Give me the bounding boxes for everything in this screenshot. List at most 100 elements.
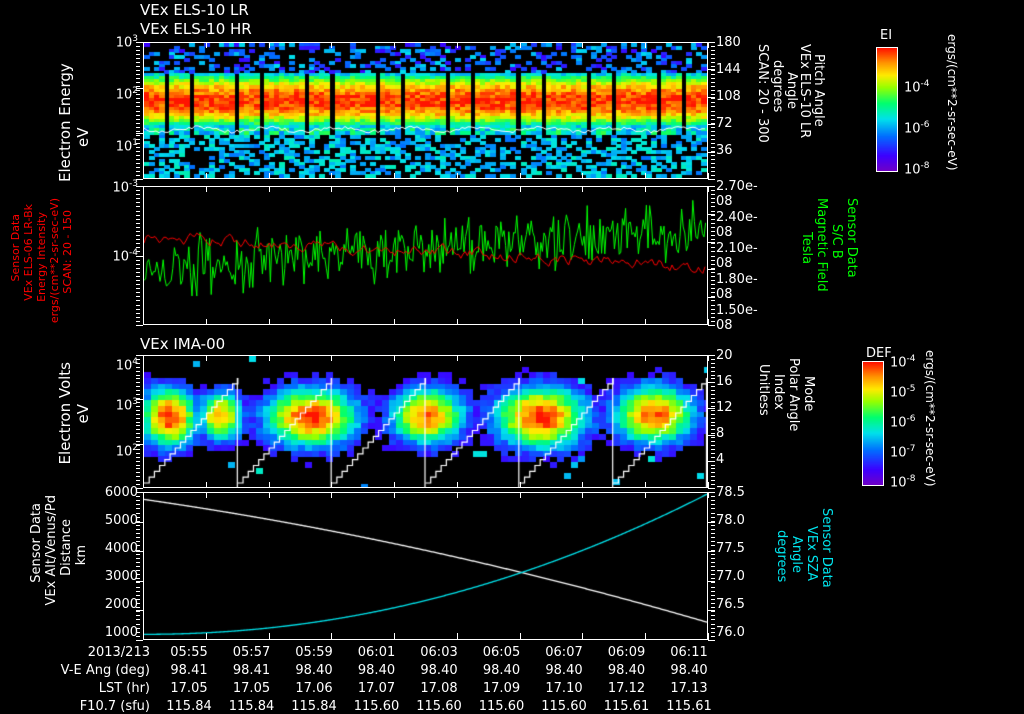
- panel3-plot-area[interactable]: [143, 355, 708, 488]
- axis-tick-minor: [136, 50, 140, 52]
- axis-tick-x: [394, 186, 396, 192]
- axis-tick-minor: [711, 370, 715, 372]
- panel2-plot-area[interactable]: [143, 186, 708, 325]
- axis-tick-minor: [711, 362, 715, 364]
- axis-tick-x: [268, 482, 270, 488]
- axis-tick-minor: [711, 251, 715, 253]
- axis-tick-minor: [711, 304, 715, 306]
- axis-tick-minor: [711, 158, 715, 160]
- axis-tick-minor: [136, 480, 140, 482]
- axis-tick-minor: [136, 437, 140, 439]
- panel4-right-label-line0: Sensor Data: [819, 508, 834, 588]
- axis-tick-x: [645, 482, 647, 488]
- axis-tick-minor: [711, 218, 715, 220]
- axis-tick-minor: [711, 405, 715, 407]
- axis-tick-minor: [136, 386, 140, 388]
- axis-tick: [708, 408, 715, 410]
- table-row-label-0: 2013/213: [87, 645, 150, 660]
- axis-tick-minor: [136, 413, 140, 415]
- axis-tick-minor: [711, 300, 715, 302]
- axis-tick-minor: [136, 150, 140, 152]
- axis-tick-minor: [711, 190, 715, 192]
- panel1-right-tick-1: 144: [716, 62, 741, 77]
- axis-tick-minor: [136, 247, 140, 249]
- axis-tick-minor: [136, 42, 140, 43]
- panel1-right-label-line0: Pitch Angle: [811, 54, 826, 127]
- axis-tick: [708, 213, 715, 215]
- panel4-right-tick-3: 77.0: [716, 569, 745, 584]
- panel1-right-label-line2: Angle: [784, 72, 799, 109]
- axis-tick-minor: [711, 74, 715, 76]
- axis-tick-minor: [711, 603, 715, 604]
- axis-tick-minor: [136, 500, 140, 502]
- panel2-left-label-line0: Sensor Data: [9, 214, 22, 282]
- axis-tick-minor: [711, 448, 715, 450]
- axis-tick-x: [519, 173, 521, 179]
- axis-tick-minor: [136, 170, 140, 172]
- axis-tick-minor: [711, 582, 715, 584]
- axis-tick-minor: [136, 619, 140, 621]
- axis-tick-minor: [711, 537, 715, 539]
- axis-tick-x: [268, 42, 270, 48]
- panel1-right-label-line3: degrees: [770, 60, 785, 113]
- axis-tick-minor: [711, 198, 715, 200]
- axis-tick-minor: [136, 401, 140, 403]
- axis-tick-x: [708, 482, 709, 488]
- axis-tick-minor: [711, 529, 715, 530]
- axis-tick-x: [205, 173, 207, 179]
- axis-tick-minor: [136, 520, 140, 522]
- axis-tick-minor: [711, 433, 715, 435]
- axis-tick-minor: [136, 126, 140, 128]
- panel1-title-line2: VEx ELS-10 HR: [140, 20, 252, 38]
- axis-tick-minor: [136, 549, 140, 551]
- axis-tick-minor: [136, 106, 140, 108]
- axis-tick-minor: [136, 158, 140, 160]
- axis-tick-minor: [711, 243, 715, 245]
- table-cell: 98.40: [607, 663, 646, 678]
- axis-tick-minor: [136, 46, 140, 48]
- panel2-left-label-line3: ergs/(cm**2-sr-sec-eV): [48, 198, 61, 324]
- axis-tick-minor: [136, 239, 140, 241]
- axis-tick-minor: [711, 504, 715, 506]
- axis-tick-minor: [711, 271, 715, 273]
- panel1-plot-area[interactable]: [143, 42, 708, 179]
- axis-tick-minor: [136, 110, 140, 112]
- axis-tick-x: [582, 42, 584, 48]
- axis-tick-minor: [136, 284, 140, 286]
- axis-tick-minor: [136, 70, 140, 72]
- axis-tick: [708, 551, 715, 553]
- axis-tick-minor: [711, 417, 715, 419]
- axis-tick-x: [645, 42, 647, 48]
- axis-tick-minor: [136, 557, 140, 559]
- axis-tick-minor: [136, 210, 140, 212]
- axis-tick-x: [143, 186, 144, 192]
- axis-tick-x: [645, 492, 647, 498]
- table-row-label-3: F10.7 (sfu): [79, 699, 150, 714]
- axis-tick-minor: [136, 304, 140, 306]
- axis-tick-x: [708, 186, 709, 192]
- axis-tick-minor: [136, 508, 140, 510]
- axis-tick-minor: [136, 468, 140, 470]
- axis-tick-minor: [711, 508, 715, 510]
- axis-tick-minor: [711, 472, 715, 474]
- axis-tick-minor: [136, 366, 140, 368]
- axis-tick-minor: [711, 492, 715, 493]
- axis-tick-minor: [136, 142, 140, 144]
- table-cell: 17.05: [170, 681, 208, 696]
- panel4-plot-area[interactable]: [143, 492, 708, 640]
- axis-tick: [136, 133, 143, 135]
- axis-tick-minor: [711, 288, 715, 290]
- panel4-left-label-line0: Sensor Data: [29, 503, 44, 583]
- panel2-left-label-line2: Energy Intensity: [35, 212, 48, 302]
- axis-tick-x: [143, 355, 144, 361]
- axis-tick-x: [708, 492, 709, 498]
- table-cell: 06:09: [607, 645, 646, 660]
- axis-tick: [708, 434, 715, 436]
- table-cell: 98.40: [420, 663, 458, 678]
- axis-tick-minor: [711, 162, 715, 164]
- panel4-right-label-line1: VEx SZA: [804, 526, 819, 581]
- table-cell: 05:55: [170, 645, 208, 660]
- table-cell: 98.40: [482, 663, 521, 678]
- axis-tick-minor: [711, 202, 715, 204]
- axis-tick-minor: [136, 130, 140, 132]
